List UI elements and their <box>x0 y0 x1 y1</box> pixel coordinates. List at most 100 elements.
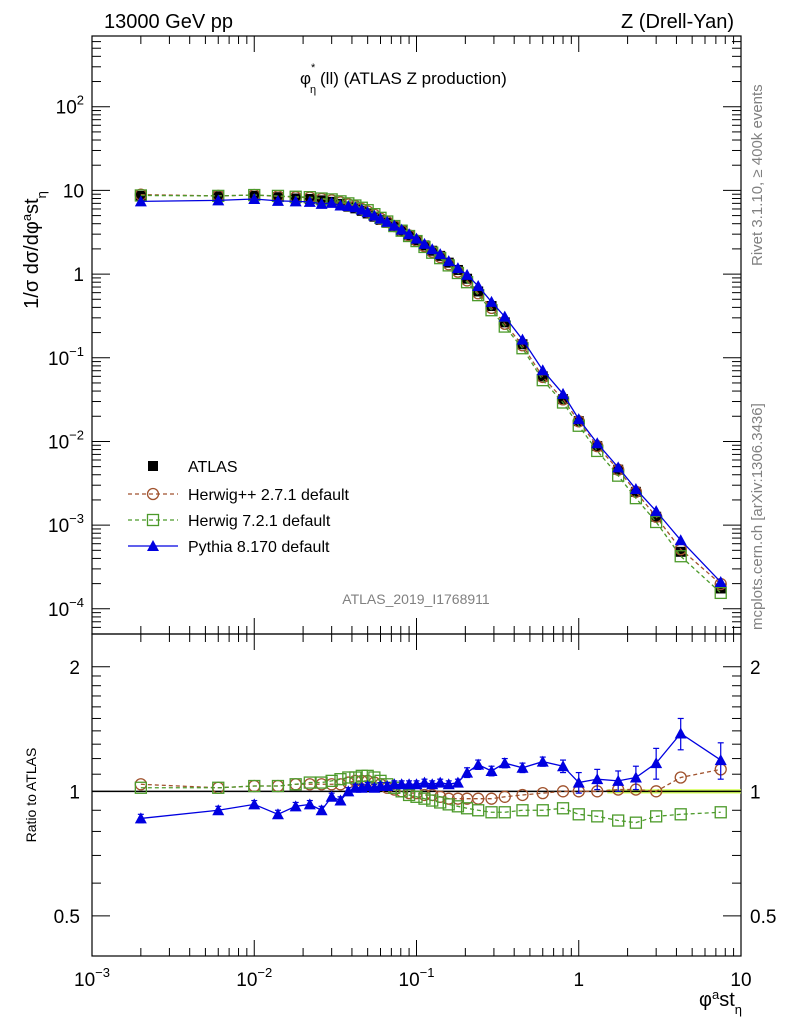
y-tick-label: 10−3 <box>48 511 84 537</box>
y-tick-label: 102 <box>56 93 84 119</box>
ratio-point <box>591 773 604 785</box>
data-point <box>289 195 302 207</box>
legend-marker <box>147 540 159 551</box>
ratio-point <box>289 778 302 791</box>
data-point <box>361 206 374 218</box>
header-left: 13000 GeV pp <box>104 11 233 33</box>
ratio-tick-label-right: 2 <box>750 658 761 679</box>
ratio-point <box>674 771 687 784</box>
ratio-point <box>442 778 455 790</box>
plot-title: φ * η (ll) (ATLAS Z production) <box>300 62 507 96</box>
ratio-point <box>315 776 328 789</box>
ratio-point <box>442 798 455 811</box>
data-point <box>349 201 362 213</box>
legend-marker <box>148 461 158 471</box>
data-point <box>557 387 570 399</box>
main-ylabel: 1/σ dσ/dφastη <box>19 191 49 309</box>
ratio-point <box>557 760 570 772</box>
ratio-point <box>451 776 464 788</box>
axes-layer: 10−3 10−2 10−1 1 10 10−4 10−3 10−2 10−1 1 10 102 0.5… <box>48 35 776 991</box>
data-point <box>485 295 498 307</box>
y-tick-label: 1 <box>73 265 84 286</box>
ratio-point <box>591 810 604 823</box>
legend: ATLAS Herwig++ 2.7.1 default Herwig 7.2.1 … <box>128 459 350 556</box>
data-point <box>715 583 726 594</box>
data-point <box>714 576 727 588</box>
ratio-point <box>418 776 431 788</box>
data-point <box>498 310 511 322</box>
analysis-id: ATLAS_2019_I1768911 <box>342 591 490 607</box>
series-line-2 <box>140 194 722 594</box>
ratio-point <box>248 798 261 810</box>
data-point <box>472 280 485 292</box>
ratio-point <box>271 808 284 820</box>
ratio-point <box>572 776 585 788</box>
ratio-point <box>325 790 338 802</box>
y-tick-label: 10−2 <box>48 427 84 453</box>
ratio-point <box>674 727 687 739</box>
ratio-point <box>289 800 302 812</box>
legend-marker <box>146 487 160 501</box>
ratio-point <box>629 771 642 783</box>
ratio-point <box>650 757 663 769</box>
data-point <box>395 223 408 235</box>
ratio-point <box>536 804 549 817</box>
plot-title-star: * <box>311 62 316 74</box>
ratio-point <box>134 812 147 824</box>
ratio-point <box>303 776 316 789</box>
data-point <box>368 209 381 221</box>
data-point <box>558 394 569 405</box>
plot-title-phi: φ <box>300 69 311 88</box>
data-point <box>629 483 642 495</box>
ratio-point <box>572 808 585 821</box>
ratio-point <box>315 804 328 816</box>
ratio-point <box>714 806 727 819</box>
ratio-point <box>556 802 570 815</box>
data-point <box>516 333 529 345</box>
data-point <box>212 194 225 206</box>
ratio-point <box>650 785 663 798</box>
data-point <box>418 237 431 249</box>
ratio-point <box>334 773 347 786</box>
ratio-point <box>410 790 423 803</box>
ratio-line-2 <box>140 775 721 824</box>
x-tick-label: 10−1 <box>399 965 435 991</box>
ratio-point <box>472 758 485 770</box>
ratio-point <box>248 779 261 793</box>
data-point <box>325 196 338 208</box>
data-layer <box>92 188 741 829</box>
mcplots-label: mcplots.cern.ch [arXiv:1306.3436] <box>749 403 766 630</box>
ratio-point <box>303 798 316 810</box>
data-point <box>434 248 447 260</box>
data-point <box>410 232 423 244</box>
x-tick-label: 10 <box>730 970 751 991</box>
ratio-point <box>485 792 498 805</box>
ratio-point <box>434 776 447 788</box>
data-point <box>315 197 328 209</box>
ratio-point <box>485 806 498 819</box>
ratio-point <box>516 804 529 817</box>
ratio-point <box>629 816 643 829</box>
y-tick-label: 10 <box>63 181 84 202</box>
data-point <box>426 243 439 255</box>
ratio-point <box>674 808 687 821</box>
data-point <box>572 413 585 425</box>
data-point <box>473 286 484 297</box>
ratio-point <box>485 764 498 776</box>
ratio-point <box>342 785 355 797</box>
ratio-point <box>212 804 225 816</box>
ratio-point <box>612 774 625 786</box>
ratio-point <box>434 796 447 809</box>
ratio-point <box>418 792 431 805</box>
ratio-ylabel: Ratio to ATLAS <box>23 748 39 843</box>
data-point <box>650 515 663 529</box>
ratio-point <box>271 779 285 793</box>
data-point <box>342 200 355 212</box>
data-point <box>536 364 549 376</box>
x-tick-label: 1 <box>573 970 584 991</box>
header-right: Z (Drell-Yan) <box>621 11 734 33</box>
ratio-tick-label-right: 1 <box>750 782 761 803</box>
x-tick-label: 10−2 <box>236 965 272 991</box>
ratio-tick-label-left: 0.5 <box>54 907 80 928</box>
